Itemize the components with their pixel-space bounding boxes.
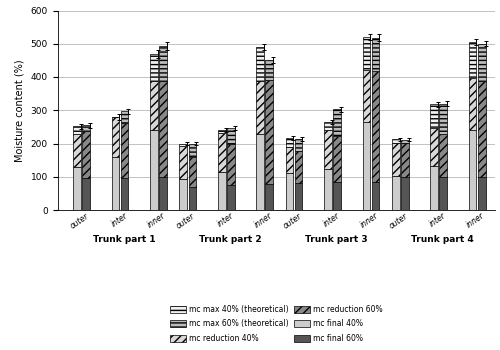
Bar — [362, 37, 370, 70]
Bar — [430, 127, 438, 166]
Bar — [73, 134, 81, 167]
Bar — [362, 70, 370, 122]
Bar — [392, 176, 400, 210]
Bar — [120, 178, 128, 210]
Bar — [112, 158, 120, 210]
Bar — [180, 144, 187, 146]
Bar — [286, 138, 294, 147]
Bar — [295, 183, 302, 210]
Bar — [286, 174, 294, 210]
Bar — [401, 140, 408, 142]
Bar — [150, 54, 158, 81]
Bar — [430, 166, 438, 210]
Bar — [188, 187, 196, 210]
Bar — [440, 177, 447, 210]
Bar — [333, 109, 341, 136]
Bar — [112, 117, 120, 158]
Bar — [159, 177, 167, 210]
Bar — [188, 157, 196, 187]
Bar — [333, 136, 341, 182]
Text: Trunk part 2: Trunk part 2 — [199, 235, 262, 244]
Bar — [150, 130, 158, 210]
Bar — [333, 182, 341, 210]
Text: Trunk part 1: Trunk part 1 — [92, 235, 155, 244]
Bar — [478, 81, 486, 177]
Bar — [82, 131, 90, 178]
Bar — [295, 151, 302, 183]
Bar — [392, 139, 400, 142]
Bar — [392, 142, 400, 176]
Bar — [227, 145, 234, 185]
Bar — [218, 173, 226, 210]
Bar — [430, 104, 438, 127]
Bar — [227, 185, 234, 210]
Bar — [324, 130, 332, 169]
Bar — [256, 47, 264, 81]
Bar — [478, 44, 486, 81]
Text: Trunk part 4: Trunk part 4 — [411, 235, 474, 244]
Bar — [120, 111, 128, 122]
Legend: mc max 40% (theoretical), mc max 60% (theoretical), mc reduction 40%, mc reducti: mc max 40% (theoretical), mc max 60% (th… — [167, 302, 386, 346]
Bar — [440, 104, 447, 133]
Bar — [120, 122, 128, 178]
Bar — [188, 144, 196, 157]
Bar — [440, 133, 447, 177]
Bar — [218, 133, 226, 173]
Bar — [401, 177, 408, 210]
Bar — [218, 130, 226, 133]
Bar — [73, 126, 81, 133]
Bar — [372, 71, 380, 182]
Bar — [256, 133, 264, 210]
Bar — [256, 81, 264, 133]
Bar — [159, 46, 167, 81]
Bar — [469, 130, 476, 210]
Bar — [372, 182, 380, 210]
Bar — [266, 60, 273, 80]
Bar — [286, 147, 294, 174]
Bar — [227, 128, 234, 145]
Bar — [295, 139, 302, 151]
Bar — [324, 122, 332, 130]
Y-axis label: Moisture content (%): Moisture content (%) — [15, 59, 25, 162]
Bar — [180, 146, 187, 179]
Bar — [159, 81, 167, 177]
Bar — [82, 178, 90, 210]
Bar — [401, 142, 408, 177]
Bar — [82, 125, 90, 131]
Bar — [372, 38, 380, 71]
Bar — [469, 78, 476, 130]
Bar — [180, 179, 187, 210]
Bar — [469, 42, 476, 78]
Bar — [73, 167, 81, 210]
Bar — [324, 169, 332, 210]
Bar — [150, 81, 158, 130]
Text: Trunk part 3: Trunk part 3 — [305, 235, 368, 244]
Bar — [478, 177, 486, 210]
Bar — [266, 184, 273, 210]
Bar — [266, 80, 273, 184]
Bar — [362, 122, 370, 210]
